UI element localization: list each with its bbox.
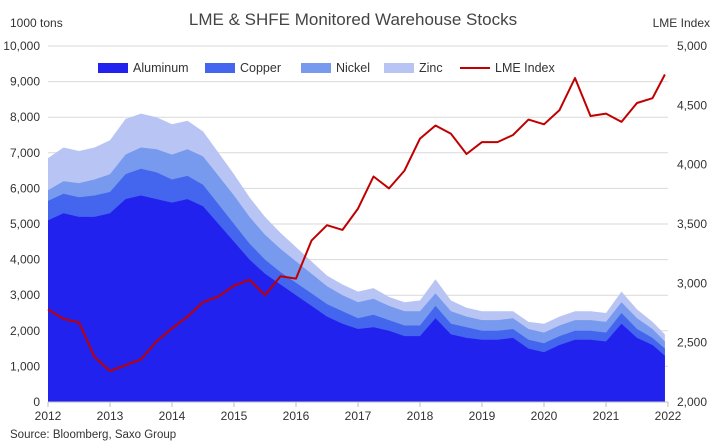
x-tick-label: 2018: [407, 409, 434, 423]
left-tick-label: 5,000: [10, 217, 40, 231]
left-tick-label: 10,000: [3, 39, 40, 53]
x-tick-label: 2020: [531, 409, 558, 423]
legend: Aluminum Copper Nickel Zinc LME Index: [98, 61, 556, 75]
left-tick-label: 9,000: [10, 75, 40, 89]
right-tick-label: 3,000: [677, 276, 707, 290]
x-tick-label: 2015: [221, 409, 248, 423]
left-tick-label: 3,000: [10, 288, 40, 302]
legend-swatch-aluminum: [98, 63, 128, 73]
left-axis: 0 1,000 2,000 3,000 4,000 5,000 6,000 7,000 8,00…: [3, 39, 40, 409]
legend-label: Zinc: [419, 61, 443, 75]
right-axis: 2,000 2,500 3,000 3,500 4,000 4,500 5,000: [677, 39, 707, 409]
lme-index-line-group: [47, 74, 666, 373]
left-tick-label: 7,000: [10, 146, 40, 160]
legend-swatch-zinc: [384, 63, 414, 73]
legend-swatch-copper: [205, 63, 235, 73]
left-tick-label: 8,000: [10, 110, 40, 124]
x-tick-label: 2013: [97, 409, 124, 423]
x-tick-label: 2017: [345, 409, 372, 423]
x-tick-label: 2019: [469, 409, 496, 423]
x-tick-label: 2012: [35, 409, 62, 423]
right-tick-label: 3,500: [677, 217, 707, 231]
legend-label: Copper: [240, 61, 281, 75]
left-tick-label: 2,000: [10, 324, 40, 338]
left-tick-label: 6,000: [10, 181, 40, 195]
stacked-areas: [48, 113, 665, 402]
chart-title: LME & SHFE Monitored Warehouse Stocks: [189, 10, 517, 29]
left-tick-label: 4,000: [10, 253, 40, 267]
left-tick-label: 0: [33, 395, 40, 409]
legend-label: Nickel: [336, 61, 370, 75]
x-tick-label: 2021: [593, 409, 620, 423]
x-tick-label: 2014: [159, 409, 186, 423]
right-tick-label: 5,000: [677, 39, 707, 53]
right-tick-label: 2,500: [677, 336, 707, 350]
legend-label: LME Index: [495, 61, 556, 75]
right-tick-label: 4,000: [677, 158, 707, 172]
right-axis-label: LME Index: [653, 16, 710, 30]
source-note: Source: Bloomberg, Saxo Group: [10, 429, 176, 441]
x-tick-label: 2022: [655, 409, 682, 423]
x-axis: 2012 2013 2014 2015 2016 2017 2018 2019 2020 2021…: [35, 401, 682, 423]
legend-swatch-nickel: [301, 63, 331, 73]
right-tick-label: 4,500: [677, 98, 707, 112]
left-axis-label: 1000 tons: [10, 16, 63, 30]
legend-label: Aluminum: [133, 61, 189, 75]
area-aluminum: [48, 195, 665, 402]
lme-index-line: [47, 74, 666, 373]
left-tick-label: 1,000: [10, 359, 40, 373]
x-tick-label: 2016: [283, 409, 310, 423]
right-tick-label: 2,000: [677, 395, 707, 409]
